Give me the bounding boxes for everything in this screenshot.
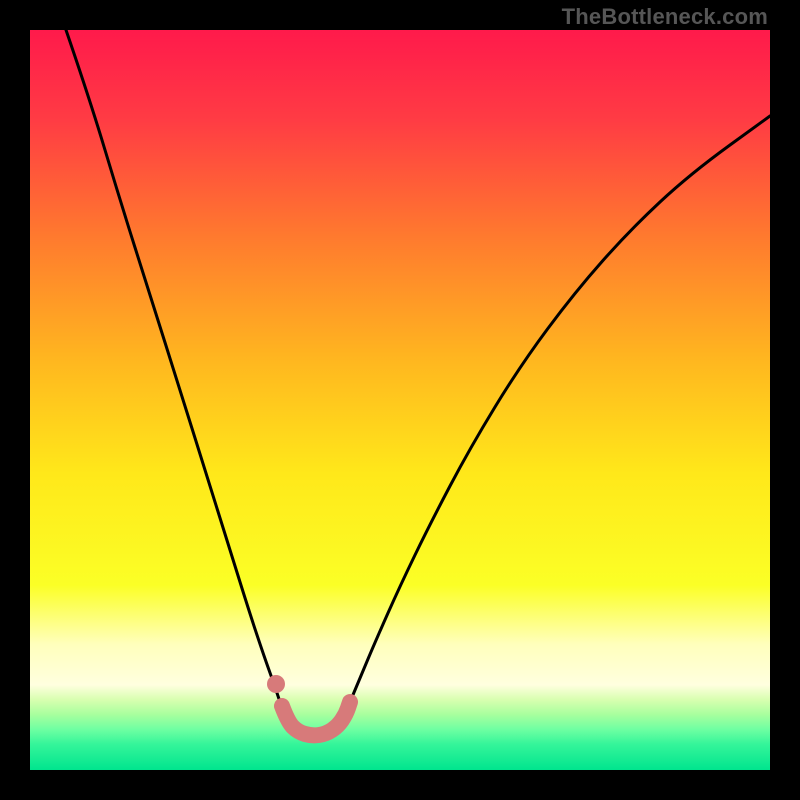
watermark-text: TheBottleneck.com	[562, 4, 768, 30]
curve-right-branch	[350, 116, 770, 702]
curve-layer	[30, 30, 770, 770]
chart-frame: TheBottleneck.com	[0, 0, 800, 800]
curve-left-branch	[66, 30, 280, 702]
valley-highlight-dot	[267, 675, 285, 693]
plot-area	[30, 30, 770, 770]
valley-highlight-stroke	[282, 702, 350, 735]
